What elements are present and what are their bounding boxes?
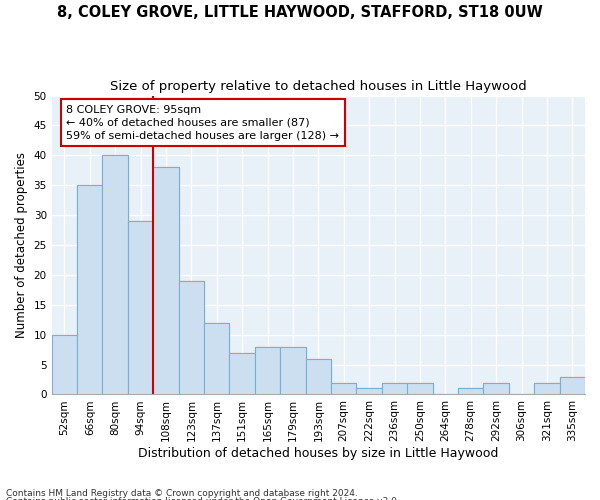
Bar	[255, 346, 280, 395]
Bar	[179, 281, 204, 394]
Bar	[77, 185, 103, 394]
Bar	[407, 382, 433, 394]
Bar	[560, 376, 585, 394]
Bar	[128, 221, 153, 394]
Bar	[305, 358, 331, 394]
Bar	[280, 346, 305, 395]
Bar	[534, 382, 560, 394]
Bar	[280, 346, 305, 395]
Bar	[560, 376, 585, 394]
Bar	[305, 358, 331, 394]
Bar	[153, 168, 179, 394]
Bar	[331, 382, 356, 394]
Bar	[153, 168, 179, 394]
Bar	[382, 382, 407, 394]
Bar	[77, 185, 103, 394]
Text: 8 COLEY GROVE: 95sqm
← 40% of detached houses are smaller (87)
59% of semi-detac: 8 COLEY GROVE: 95sqm ← 40% of detached h…	[67, 104, 340, 141]
Bar	[356, 388, 382, 394]
Bar	[484, 382, 509, 394]
Bar	[179, 281, 204, 394]
Text: 8, COLEY GROVE, LITTLE HAYWOOD, STAFFORD, ST18 0UW: 8, COLEY GROVE, LITTLE HAYWOOD, STAFFORD…	[57, 5, 543, 20]
Bar	[204, 322, 229, 394]
Bar	[484, 382, 509, 394]
Bar	[52, 334, 77, 394]
Bar	[255, 346, 280, 395]
Bar	[103, 156, 128, 394]
Y-axis label: Number of detached properties: Number of detached properties	[15, 152, 28, 338]
Bar	[229, 352, 255, 395]
Bar	[534, 382, 560, 394]
Bar	[356, 388, 382, 394]
Bar	[204, 322, 229, 394]
Text: Contains HM Land Registry data © Crown copyright and database right 2024.: Contains HM Land Registry data © Crown c…	[6, 488, 358, 498]
Bar	[128, 221, 153, 394]
X-axis label: Distribution of detached houses by size in Little Haywood: Distribution of detached houses by size …	[138, 447, 499, 460]
Bar	[458, 388, 484, 394]
Bar	[229, 352, 255, 395]
Title: Size of property relative to detached houses in Little Haywood: Size of property relative to detached ho…	[110, 80, 527, 93]
Bar	[407, 382, 433, 394]
Bar	[382, 382, 407, 394]
Bar	[103, 156, 128, 394]
Bar	[52, 334, 77, 394]
Bar	[331, 382, 356, 394]
Bar	[458, 388, 484, 394]
Text: Contains public sector information licensed under the Open Government Licence v3: Contains public sector information licen…	[6, 497, 400, 500]
